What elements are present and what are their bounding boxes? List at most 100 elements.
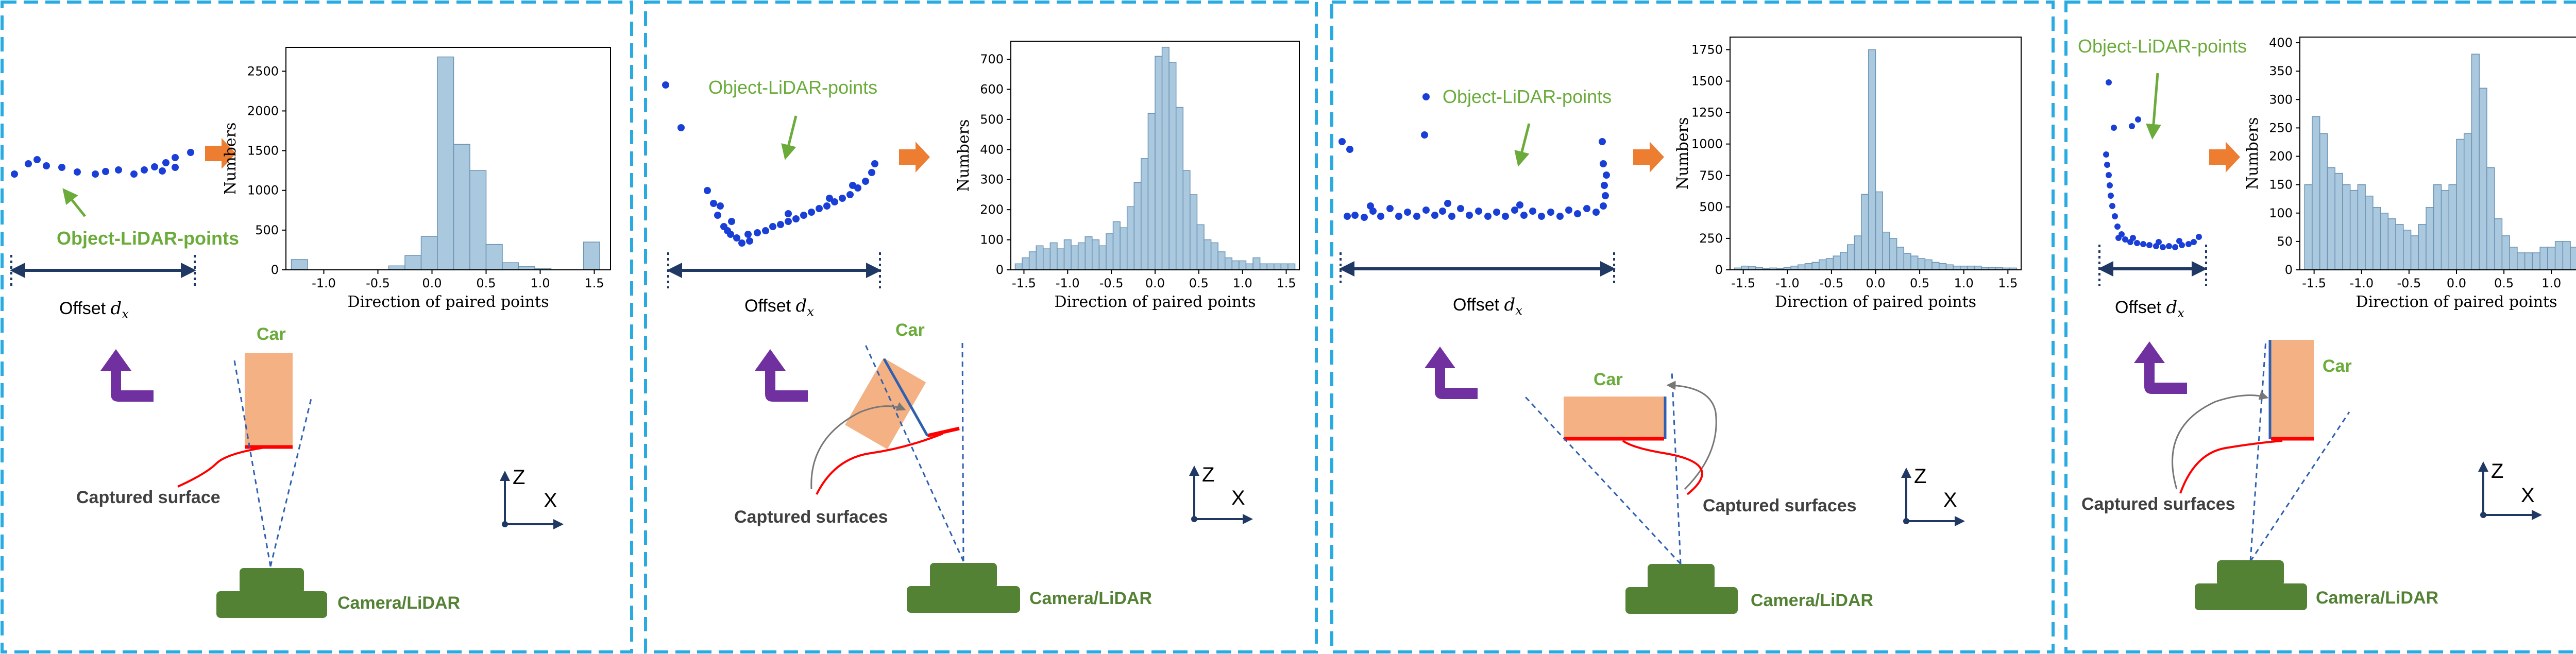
x-tick-label: 1.0 [2541, 276, 2561, 290]
histogram-bar [1889, 238, 1897, 270]
histogram-bar [2342, 184, 2351, 270]
gray-arrow-3 [1666, 381, 1717, 490]
x-tick-label: 0.0 [2447, 276, 2466, 290]
histogram-bar [1819, 259, 1827, 270]
x-axis-label: Direction of paired points [348, 293, 549, 311]
x-tick-label: 0.5 [2494, 276, 2514, 290]
histogram-bar [2387, 218, 2396, 270]
captured-surface-label-3: Captured surfaces [1703, 496, 1857, 515]
x-tick-label: -1.0 [312, 276, 336, 290]
histogram-4: -1.5-1.0-0.50.00.51.01.50501001502002503… [2244, 36, 2576, 311]
svg-text:Z: Z [1202, 463, 1214, 486]
histogram-bar [1917, 258, 1926, 270]
y-tick-label: 200 [980, 202, 1004, 217]
histogram-bar [1804, 263, 1812, 270]
histogram-bar [1882, 231, 1890, 270]
camera-label-4: Camera/LiDAR [2316, 588, 2438, 608]
histogram-bar [1092, 239, 1100, 270]
histogram-bar [2327, 167, 2335, 270]
histogram-bar [2501, 235, 2510, 270]
y-tick-label: 350 [2269, 64, 2293, 78]
histogram-bar [2463, 133, 2472, 270]
histogram-bar [2547, 247, 2556, 270]
histogram-bar [2372, 206, 2381, 270]
histogram-bar [1259, 263, 1267, 270]
histogram-bar [420, 236, 438, 270]
histogram-bar [1910, 255, 1919, 270]
histogram-bar [1833, 255, 1841, 270]
y-tick-label: 100 [980, 233, 1004, 247]
histogram-bar [437, 56, 454, 270]
y-tick-label: 1000 [247, 183, 279, 198]
histogram-bar [1028, 251, 1037, 270]
svg-text:X: X [2521, 484, 2535, 507]
y-tick-label: 400 [2269, 36, 2293, 50]
car-label-1: Car [257, 324, 286, 344]
histogram-bar [1953, 265, 1961, 270]
histogram-bar [2471, 54, 2480, 270]
svg-text:Offset dx: Offset dx [2115, 297, 2184, 320]
x-tick-label: -1.5 [1012, 276, 1036, 290]
y-tick-label: 1250 [1691, 106, 1723, 120]
y-tick-label: 250 [2269, 121, 2293, 135]
y-tick-label: 2500 [247, 64, 279, 78]
histogram-bar [2334, 173, 2343, 270]
histogram-bar [2365, 195, 2374, 270]
panel-2: Object-LiDAR-points Offset dx -1.5 -1.0 -0… [662, 41, 1300, 613]
histogram-bar [1175, 107, 1184, 270]
histogram-bar [2403, 230, 2412, 270]
histogram-bar [2380, 213, 2389, 270]
panel-frame-2 [644, 1, 1318, 653]
object-points-label-1: Object-LiDAR-points [57, 228, 239, 249]
y-tick-label: 1000 [1691, 137, 1723, 151]
histogram-bar [1974, 265, 1982, 270]
histogram-bar [1239, 260, 1247, 270]
x-tick-label: 0.0 [422, 276, 442, 290]
y-tick-label: 600 [980, 82, 1004, 96]
histogram-bar [1896, 247, 1905, 270]
surface-pointer-4 [2179, 440, 2283, 494]
x-tick-label: -1.5 [1731, 276, 1755, 290]
histogram-bar [485, 244, 503, 270]
histogram-bar [583, 242, 600, 270]
x-tick-label: -1.0 [1056, 276, 1080, 290]
svg-text:X: X [1943, 489, 1957, 511]
pointer-arrow-4 [2145, 73, 2161, 140]
histogram-bar [1854, 235, 1862, 270]
histogram-bar [1126, 206, 1135, 270]
y-tick-label: 500 [255, 223, 279, 237]
histogram-bar [1266, 263, 1275, 270]
histogram-bar [1063, 239, 1072, 270]
histogram-bar [1141, 158, 1149, 270]
histogram-bar [1120, 227, 1128, 270]
histogram-bar [1280, 263, 1289, 270]
histogram-bar [469, 170, 487, 270]
x-tick-label: -0.5 [1099, 276, 1124, 290]
x-tick-label: -0.5 [366, 276, 390, 290]
histogram-bar [2479, 88, 2487, 270]
panel-3: Object-LiDAR-points Offset dx -1.5 -1.0 -0… [1338, 37, 2022, 614]
histogram-bar [1217, 251, 1226, 270]
y-tick-label: 750 [1699, 168, 1723, 183]
y-tick-label: 2000 [247, 104, 279, 118]
histogram-bar [1161, 46, 1170, 270]
histogram-bar [2456, 139, 2465, 270]
svg-text:X: X [1231, 487, 1245, 509]
orange-arrow-1 [205, 138, 236, 169]
x-axis-label: Direction of paired points [1775, 293, 1976, 311]
histogram-bar [291, 259, 308, 270]
x-tick-label: -1.0 [1775, 276, 1800, 290]
x-tick-label: -0.5 [2397, 276, 2421, 290]
histogram-bar [1190, 194, 1198, 270]
histogram-bar [388, 265, 405, 270]
svg-text:X: X [544, 489, 557, 512]
histogram-bar [1077, 242, 1086, 270]
histogram-bar [2517, 252, 2526, 270]
histogram-bar [1155, 56, 1163, 270]
histogram-bar [1084, 236, 1093, 270]
panel-4: Object-LiDAR-points Offset dx -1.5 -1.0 -0… [2078, 36, 2576, 610]
orange-arrow-4 [2209, 142, 2240, 173]
y-tick-label: 0 [1715, 263, 1723, 277]
histogram-bar [2524, 252, 2533, 270]
histogram-bar [2426, 206, 2434, 270]
